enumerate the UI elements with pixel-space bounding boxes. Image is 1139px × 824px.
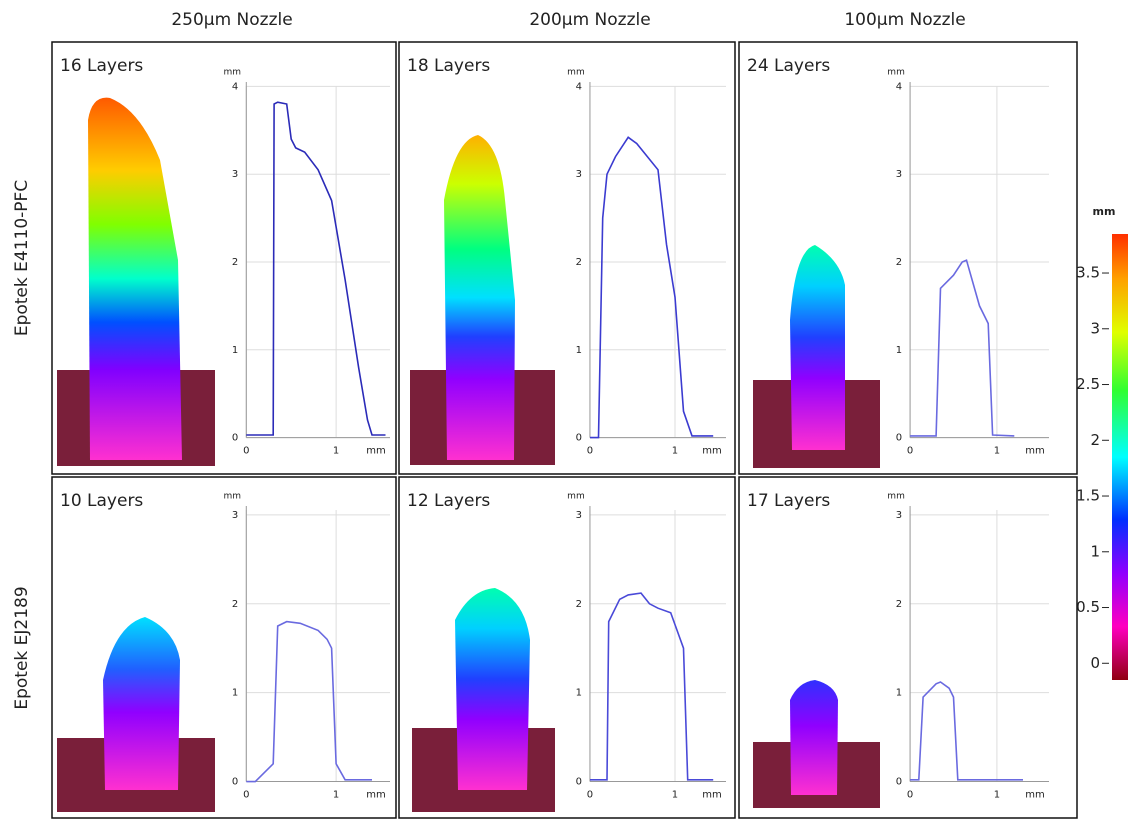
x-tick-label: 0 xyxy=(243,446,249,457)
row-label: Epotek E4110-PFC xyxy=(12,180,32,336)
panel-frames xyxy=(51,41,1078,819)
y-axis-label: mm xyxy=(224,492,242,502)
y-tick-label: 0 xyxy=(576,433,582,444)
y-tick-label: 3 xyxy=(232,510,238,521)
colorbar-tick-label: 2 xyxy=(1090,431,1100,449)
profile-line xyxy=(246,101,386,436)
y-tick-label: 2 xyxy=(232,599,238,610)
profile-line xyxy=(590,136,714,439)
profile-line xyxy=(910,259,1015,437)
x-tick-label: 0 xyxy=(907,790,913,801)
panel-title: 18 Layers xyxy=(407,56,490,76)
y-axis-label: mm xyxy=(567,492,585,502)
y-tick-label: 2 xyxy=(576,257,582,268)
x-tick-label: 0 xyxy=(587,790,593,801)
colorbar xyxy=(1112,234,1128,680)
x-tick-label: 1 xyxy=(672,446,678,457)
row-label: Epotek EJ2189 xyxy=(12,586,32,709)
x-axis-label: mm xyxy=(366,790,385,801)
x-tick-label: 0 xyxy=(907,446,913,457)
x-tick-label: 0 xyxy=(587,446,593,457)
colorbar-label: mm xyxy=(1093,205,1116,218)
column-header: 250µm Nozzle xyxy=(171,10,292,30)
profile-line xyxy=(246,620,372,783)
x-tick-label: 1 xyxy=(672,790,678,801)
y-tick-label: 4 xyxy=(896,81,902,92)
colorbar-tick-label: 2.5 xyxy=(1076,375,1100,393)
y-tick-label: 1 xyxy=(576,688,582,699)
y-tick-label: 0 xyxy=(896,433,902,444)
y-axis-label: mm xyxy=(887,68,905,78)
y-tick-label: 3 xyxy=(576,510,582,521)
y-tick-label: 1 xyxy=(896,345,902,356)
y-tick-label: 2 xyxy=(896,257,902,268)
y-tick-label: 3 xyxy=(576,169,582,180)
y-tick-label: 0 xyxy=(232,433,238,444)
y-tick-label: 2 xyxy=(232,257,238,268)
colorbar-tick-label: 0.5 xyxy=(1076,598,1100,616)
y-tick-label: 0 xyxy=(232,777,238,788)
y-tick-label: 4 xyxy=(576,81,582,92)
panel-title: 17 Layers xyxy=(747,491,830,511)
y-axis-label: mm xyxy=(224,68,242,78)
y-tick-label: 4 xyxy=(232,81,238,92)
colorbar-tick-label: 0 xyxy=(1090,654,1100,672)
profile-line xyxy=(910,681,1023,781)
y-tick-label: 2 xyxy=(576,599,582,610)
y-tick-label: 1 xyxy=(232,345,238,356)
x-tick-label: 1 xyxy=(333,790,339,801)
x-axis-label: mm xyxy=(702,790,721,801)
colorbar-tick-label: 3.5 xyxy=(1076,264,1100,282)
colorbar-tick-label: 3 xyxy=(1090,319,1100,337)
panel-title: 16 Layers xyxy=(60,56,143,76)
x-tick-label: 1 xyxy=(994,790,1000,801)
y-tick-label: 1 xyxy=(576,345,582,356)
panel-title: 24 Layers xyxy=(747,56,830,76)
y-tick-label: 1 xyxy=(232,688,238,699)
column-header: 100µm Nozzle xyxy=(844,10,965,30)
x-tick-label: 1 xyxy=(333,446,339,457)
surface-renders xyxy=(57,97,880,812)
x-axis-label: mm xyxy=(1025,790,1044,801)
y-tick-label: 0 xyxy=(896,777,902,788)
x-axis-label: mm xyxy=(1025,446,1044,457)
colorbar-tick-label: 1.5 xyxy=(1076,487,1100,505)
y-axis-label: mm xyxy=(887,492,905,502)
panel-title: 12 Layers xyxy=(407,491,490,511)
y-tick-label: 1 xyxy=(896,688,902,699)
panel-title: 10 Layers xyxy=(60,491,143,511)
y-tick-label: 3 xyxy=(896,510,902,521)
y-tick-label: 3 xyxy=(232,169,238,180)
y-tick-label: 0 xyxy=(576,777,582,788)
profile-line xyxy=(590,592,714,781)
x-axis-label: mm xyxy=(702,446,721,457)
y-tick-label: 3 xyxy=(896,169,902,180)
y-axis-label: mm xyxy=(567,68,585,78)
y-tick-label: 2 xyxy=(896,599,902,610)
x-tick-label: 0 xyxy=(243,790,249,801)
column-header: 200µm Nozzle xyxy=(529,10,650,30)
x-axis-label: mm xyxy=(366,446,385,457)
x-tick-label: 1 xyxy=(994,446,1000,457)
colorbar-tick-label: 1 xyxy=(1090,542,1100,560)
